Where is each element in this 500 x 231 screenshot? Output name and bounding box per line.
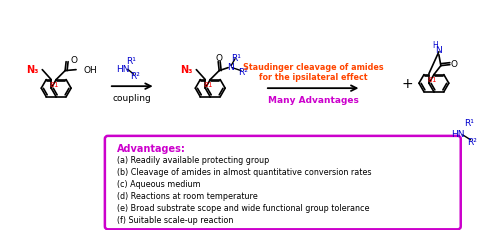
Text: HN: HN (116, 64, 130, 73)
Text: 8: 8 (50, 82, 54, 88)
Text: Advantages:: Advantages: (117, 143, 186, 153)
Text: coupling: coupling (113, 93, 152, 102)
Text: R¹: R¹ (126, 57, 136, 66)
Text: for the ipsilateral effect: for the ipsilateral effect (259, 73, 368, 81)
Text: +: + (401, 77, 413, 91)
Text: 1: 1 (208, 82, 212, 88)
Text: HN: HN (451, 130, 464, 139)
Text: O: O (450, 60, 458, 69)
Text: OH: OH (84, 66, 98, 75)
Text: (c) Aqueous medium: (c) Aqueous medium (117, 179, 200, 188)
Text: 8: 8 (427, 77, 432, 83)
Text: 8: 8 (204, 82, 208, 88)
Text: O: O (70, 56, 77, 65)
Text: N₃: N₃ (26, 64, 38, 74)
Text: (d) Reactions at room temperature: (d) Reactions at room temperature (117, 191, 258, 200)
Text: R²: R² (130, 71, 140, 80)
Text: R¹: R¹ (231, 54, 241, 63)
Text: (a) Readily available protecting group: (a) Readily available protecting group (117, 155, 269, 164)
Text: Many Advantages: Many Advantages (268, 95, 358, 104)
Text: N: N (436, 46, 442, 55)
Text: N₃: N₃ (180, 64, 192, 74)
Text: R²: R² (238, 68, 248, 77)
Text: (e) Broad substrate scope and wide functional group tolerance: (e) Broad substrate scope and wide funct… (117, 203, 370, 212)
Text: Staudinger cleavage of amides: Staudinger cleavage of amides (243, 63, 384, 71)
Text: 1: 1 (54, 82, 58, 88)
Text: N: N (226, 63, 234, 72)
Text: (f) Suitable scale-up reaction: (f) Suitable scale-up reaction (117, 215, 233, 224)
Text: R¹: R¹ (464, 119, 473, 128)
Text: H: H (432, 41, 438, 50)
Text: 1: 1 (431, 77, 436, 83)
Text: R²: R² (466, 138, 476, 147)
Text: O: O (216, 54, 222, 63)
Text: (b) Cleavage of amides in almost quantitative conversion rates: (b) Cleavage of amides in almost quantit… (117, 167, 372, 176)
FancyBboxPatch shape (105, 136, 461, 229)
